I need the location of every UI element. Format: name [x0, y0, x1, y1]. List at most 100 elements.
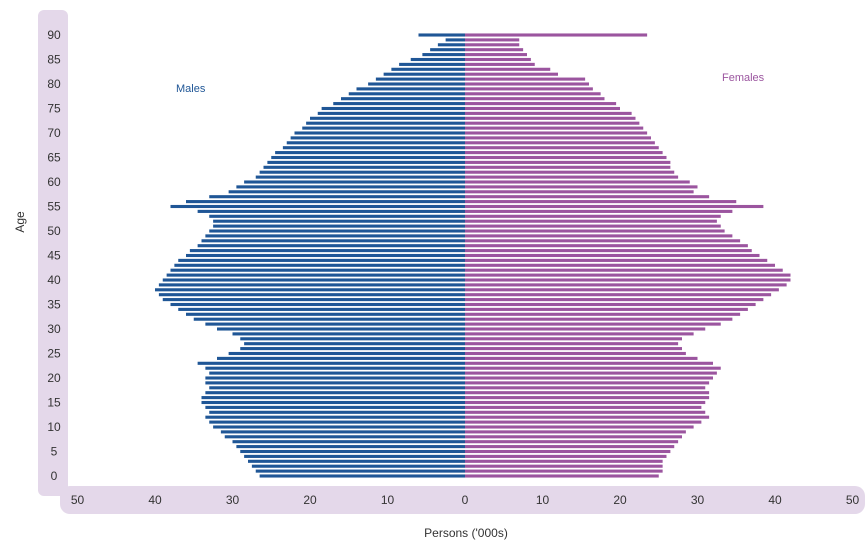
- male-bar-age-25: [229, 352, 465, 355]
- male-bar-age-71: [302, 127, 465, 130]
- y-tick-label-20: 20: [47, 371, 61, 385]
- female-bar-age-20: [465, 376, 713, 379]
- male-bar-age-84: [399, 63, 465, 66]
- male-bar-age-64: [267, 161, 465, 164]
- female-bar-age-34: [465, 308, 748, 311]
- y-tick-label-75: 75: [47, 102, 61, 116]
- y-tick-label-60: 60: [47, 175, 61, 189]
- male-bar-age-37: [159, 293, 465, 296]
- female-bar-age-75: [465, 107, 620, 110]
- female-bar-age-88: [465, 43, 519, 46]
- female-bar-age-42: [465, 269, 783, 272]
- male-bar-age-53: [209, 215, 465, 218]
- female-bar-age-60: [465, 180, 690, 183]
- female-bar-age-4: [465, 455, 667, 458]
- female-bar-age-26: [465, 347, 682, 350]
- male-bar-age-76: [333, 102, 465, 105]
- female-bar-age-64: [465, 161, 670, 164]
- male-bar-age-9: [221, 430, 465, 433]
- male-bar-age-87: [430, 48, 465, 51]
- female-bar-age-11: [465, 421, 701, 424]
- y-tick-label-25: 25: [47, 347, 61, 361]
- female-bar-age-59: [465, 185, 698, 188]
- female-bar-age-83: [465, 68, 550, 71]
- female-bar-age-90: [465, 33, 647, 36]
- y-tick-label-40: 40: [47, 273, 61, 287]
- female-bar-age-51: [465, 225, 721, 228]
- female-bar-age-35: [465, 303, 756, 306]
- legend-males-label: Males: [176, 83, 206, 95]
- male-bar-age-34: [178, 308, 465, 311]
- male-bar-age-47: [198, 244, 465, 247]
- male-bar-age-67: [283, 146, 465, 149]
- female-bar-age-61: [465, 176, 678, 179]
- male-bar-age-7: [233, 440, 466, 443]
- male-bar-age-63: [264, 166, 466, 169]
- y-tick-label-80: 80: [47, 77, 61, 91]
- female-bar-age-65: [465, 156, 667, 159]
- x-tick-label-40: 40: [768, 493, 782, 507]
- female-bar-age-86: [465, 53, 527, 56]
- female-bar-age-33: [465, 313, 740, 316]
- female-bar-age-8: [465, 435, 682, 438]
- female-bar-age-15: [465, 401, 705, 404]
- female-bar-age-46: [465, 249, 752, 252]
- female-bar-age-41: [465, 274, 791, 277]
- female-bar-age-74: [465, 112, 632, 115]
- y-tick-label-0: 0: [51, 469, 58, 483]
- male-bar-age-1: [256, 470, 465, 473]
- x-tick-label-m50: 50: [71, 493, 85, 507]
- male-bar-age-19: [205, 381, 465, 384]
- female-bar-age-62: [465, 171, 674, 174]
- female-bar-age-85: [465, 58, 531, 61]
- male-bar-age-73: [310, 117, 465, 120]
- female-bar-age-71: [465, 127, 643, 130]
- female-bar-age-52: [465, 220, 717, 223]
- female-bar-age-44: [465, 259, 767, 262]
- y-tick-label-35: 35: [47, 298, 61, 312]
- male-bar-age-72: [306, 122, 465, 125]
- male-bar-age-80: [368, 82, 465, 85]
- female-bar-age-48: [465, 239, 740, 242]
- x-tick-label-m10: 10: [381, 493, 395, 507]
- female-bar-age-27: [465, 342, 678, 345]
- female-bar-age-31: [465, 323, 721, 326]
- male-bar-age-79: [357, 87, 466, 90]
- male-bar-age-55: [171, 205, 466, 208]
- y-tick-label-70: 70: [47, 126, 61, 140]
- female-bar-age-40: [465, 278, 791, 281]
- male-bar-age-60: [244, 180, 465, 183]
- bars-layer: [155, 33, 791, 477]
- female-bar-age-45: [465, 254, 760, 257]
- male-bar-age-75: [322, 107, 465, 110]
- male-bar-age-21: [209, 372, 465, 375]
- female-bar-age-82: [465, 73, 558, 76]
- male-bar-age-70: [295, 131, 466, 134]
- female-bar-age-49: [465, 234, 732, 237]
- legend-females-label: Females: [722, 72, 765, 84]
- male-bar-age-38: [155, 288, 465, 291]
- male-bar-age-88: [438, 43, 465, 46]
- y-tick-label-30: 30: [47, 322, 61, 336]
- x-tick-label-30: 30: [691, 493, 705, 507]
- x-tick-label-0: 0: [462, 493, 469, 507]
- male-bar-age-57: [209, 195, 465, 198]
- male-bar-age-78: [349, 92, 465, 95]
- female-bar-age-89: [465, 38, 519, 41]
- male-bar-age-13: [209, 411, 465, 414]
- male-bar-age-42: [171, 269, 466, 272]
- female-bar-age-36: [465, 298, 763, 301]
- female-bar-age-43: [465, 264, 775, 267]
- male-bar-age-69: [291, 136, 465, 139]
- female-bar-age-63: [465, 166, 670, 169]
- male-bar-age-32: [194, 318, 465, 321]
- female-bar-age-23: [465, 362, 713, 365]
- y-tick-label-90: 90: [47, 28, 61, 42]
- female-bar-age-22: [465, 367, 721, 370]
- female-bar-age-58: [465, 190, 694, 193]
- female-bar-age-80: [465, 82, 589, 85]
- male-bar-age-22: [205, 367, 465, 370]
- female-bar-age-84: [465, 63, 535, 66]
- y-tick-label-10: 10: [47, 420, 61, 434]
- male-bar-age-49: [205, 234, 465, 237]
